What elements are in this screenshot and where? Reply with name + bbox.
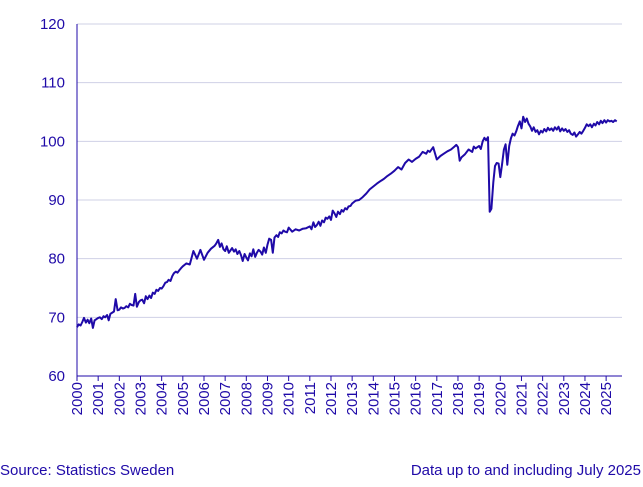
x-tick-label: 2018	[450, 382, 467, 415]
x-tick-label: 2000	[69, 382, 86, 415]
x-tick-label: 2008	[238, 382, 255, 415]
x-tick-label: 2005	[175, 382, 192, 415]
x-tick-label: 2001	[90, 382, 107, 415]
source-note: Source: Statistics Sweden	[0, 462, 175, 479]
x-tick-label: 2002	[111, 382, 128, 415]
series-line	[76, 115, 618, 329]
x-tick-label: 2019	[471, 382, 488, 415]
x-tick-label: 2015	[386, 382, 403, 415]
x-tick-label: 2016	[408, 382, 425, 415]
x-tick-label: 2014	[365, 382, 382, 415]
y-tick-label: 120	[40, 16, 65, 33]
data-range-note: Data up to and including July 2025	[410, 462, 641, 479]
y-axis-tick-labels: 60 70 80 90 100 110 120	[40, 16, 65, 385]
x-tick-label: 2012	[323, 382, 340, 415]
y-tick-label: 70	[48, 309, 65, 326]
x-axis-tick-marks	[76, 376, 607, 381]
x-tick-label: 2023	[556, 382, 573, 415]
gridlines	[77, 23, 622, 318]
x-tick-label: 2009	[259, 382, 276, 415]
y-tick-label: 100	[40, 133, 65, 150]
x-tick-label: 2022	[535, 382, 552, 415]
x-tick-label: 2006	[196, 382, 213, 415]
x-tick-label: 2010	[281, 382, 298, 415]
x-tick-label: 2004	[154, 382, 171, 415]
y-tick-label: 80	[48, 251, 65, 268]
x-tick-label: 2011	[302, 382, 319, 414]
x-tick-label: 2013	[344, 382, 361, 415]
x-tick-label: 2021	[513, 382, 530, 415]
y-tick-label: 110	[41, 75, 65, 92]
x-tick-label: 2017	[429, 382, 446, 415]
y-tick-label: 90	[48, 192, 65, 209]
x-tick-label: 2025	[598, 382, 615, 415]
x-tick-label: 2020	[492, 382, 509, 415]
x-tick-label: 2003	[132, 382, 149, 415]
x-axis-tick-labels: 2000 2001 2002 2003 2004 2005 2006 2007 2008 2009…	[69, 382, 615, 415]
y-tick-label: 60	[48, 368, 65, 385]
x-tick-label: 2007	[217, 382, 234, 415]
x-tick-label: 2024	[577, 382, 594, 415]
